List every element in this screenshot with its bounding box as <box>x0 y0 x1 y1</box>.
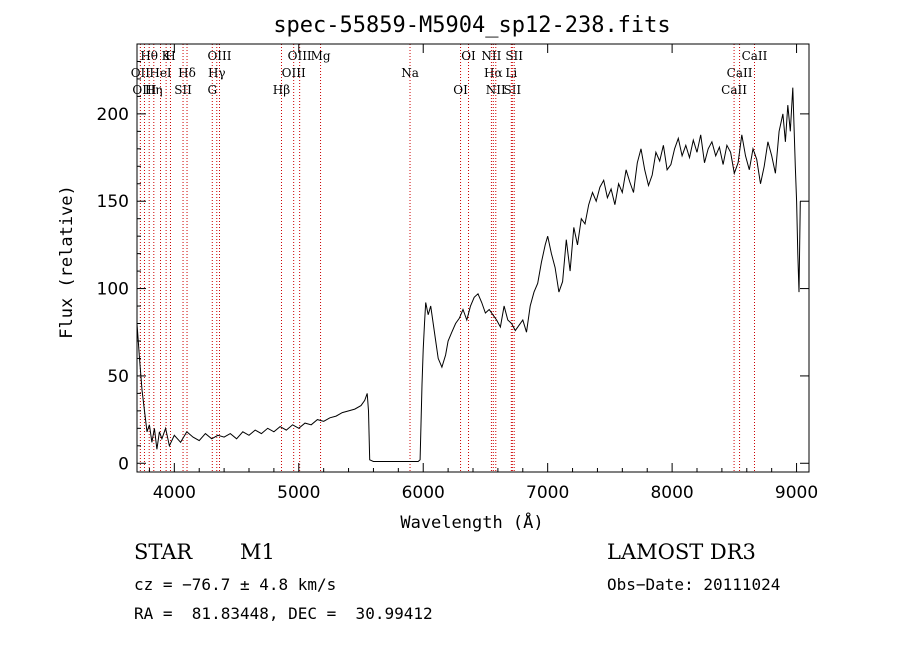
spectrum-series <box>136 87 801 462</box>
line-label: Na <box>401 66 419 80</box>
y-tick-label: 0 <box>118 454 129 474</box>
line-label: Hγ <box>208 66 226 80</box>
chart-title: spec-55859-M5904_sp12-238.fits <box>273 13 670 38</box>
coordinates: RA = 81.83448, DEC = 30.99412 <box>134 604 433 623</box>
line-label: G <box>207 83 217 97</box>
line-label: H <box>165 49 175 63</box>
line-label: CaII <box>727 66 753 80</box>
x-tick-label: 9000 <box>775 483 818 503</box>
y-tick-label: 200 <box>97 105 129 125</box>
x-tick-label: 4000 <box>153 483 196 503</box>
spectrum-line <box>136 87 801 462</box>
redshift-velocity: cz = −76.7 ± 4.8 km/s <box>134 575 337 594</box>
line-label: Mg <box>311 49 331 63</box>
x-tick-label: 8000 <box>650 483 693 503</box>
x-axis-title: Wavelength (Å) <box>400 511 543 533</box>
y-tick-label: 100 <box>97 280 129 300</box>
x-tick-label: 7000 <box>526 483 569 503</box>
line-label: K <box>162 49 172 63</box>
line-label: Hα <box>484 66 503 80</box>
plot-frame <box>136 43 810 473</box>
y-axis-title: Flux (relative) <box>57 185 77 339</box>
line-label: OI <box>453 83 468 97</box>
line-label: NII <box>486 83 506 97</box>
line-label: OII <box>131 66 151 80</box>
line-label: Hβ <box>273 83 290 97</box>
line-label: SII <box>505 49 523 63</box>
line-label: OIII <box>132 83 156 97</box>
line-label: Hη <box>145 83 163 97</box>
x-tick-label: 5000 <box>277 483 320 503</box>
line-label: SII <box>174 83 192 97</box>
line-label: NII <box>481 49 501 63</box>
line-label: SII <box>503 83 521 97</box>
emission-line-markers: Hθ OII OIII K HeI Hη HHδ SII OIII Hγ G OIII OIII Hβ Mg… <box>131 44 768 472</box>
axes: 4000 5000 6000 7000 8000 9000 0 50 100 150 200 <box>97 44 818 503</box>
observation-date: Obs−Date: 20111024 <box>607 575 781 594</box>
line-label: OI <box>461 49 476 63</box>
y-tick-label: 50 <box>107 367 129 387</box>
y-tick-label: 150 <box>97 192 129 212</box>
line-label: OIII <box>282 66 306 80</box>
object-type: STAR <box>134 540 193 564</box>
line-label: HeI <box>149 66 172 80</box>
line-label: OIII <box>207 49 231 63</box>
line-label: Hθ <box>140 49 158 63</box>
line-label: CaII <box>721 83 747 97</box>
line-label: Li <box>505 66 517 80</box>
line-label: CaII <box>742 49 768 63</box>
line-label: Hδ <box>178 66 196 80</box>
survey-label: LAMOST DR3 <box>607 540 756 564</box>
x-tick-label: 6000 <box>402 483 445 503</box>
line-label: OIII <box>288 49 312 63</box>
object-subclass: M1 <box>240 540 275 564</box>
